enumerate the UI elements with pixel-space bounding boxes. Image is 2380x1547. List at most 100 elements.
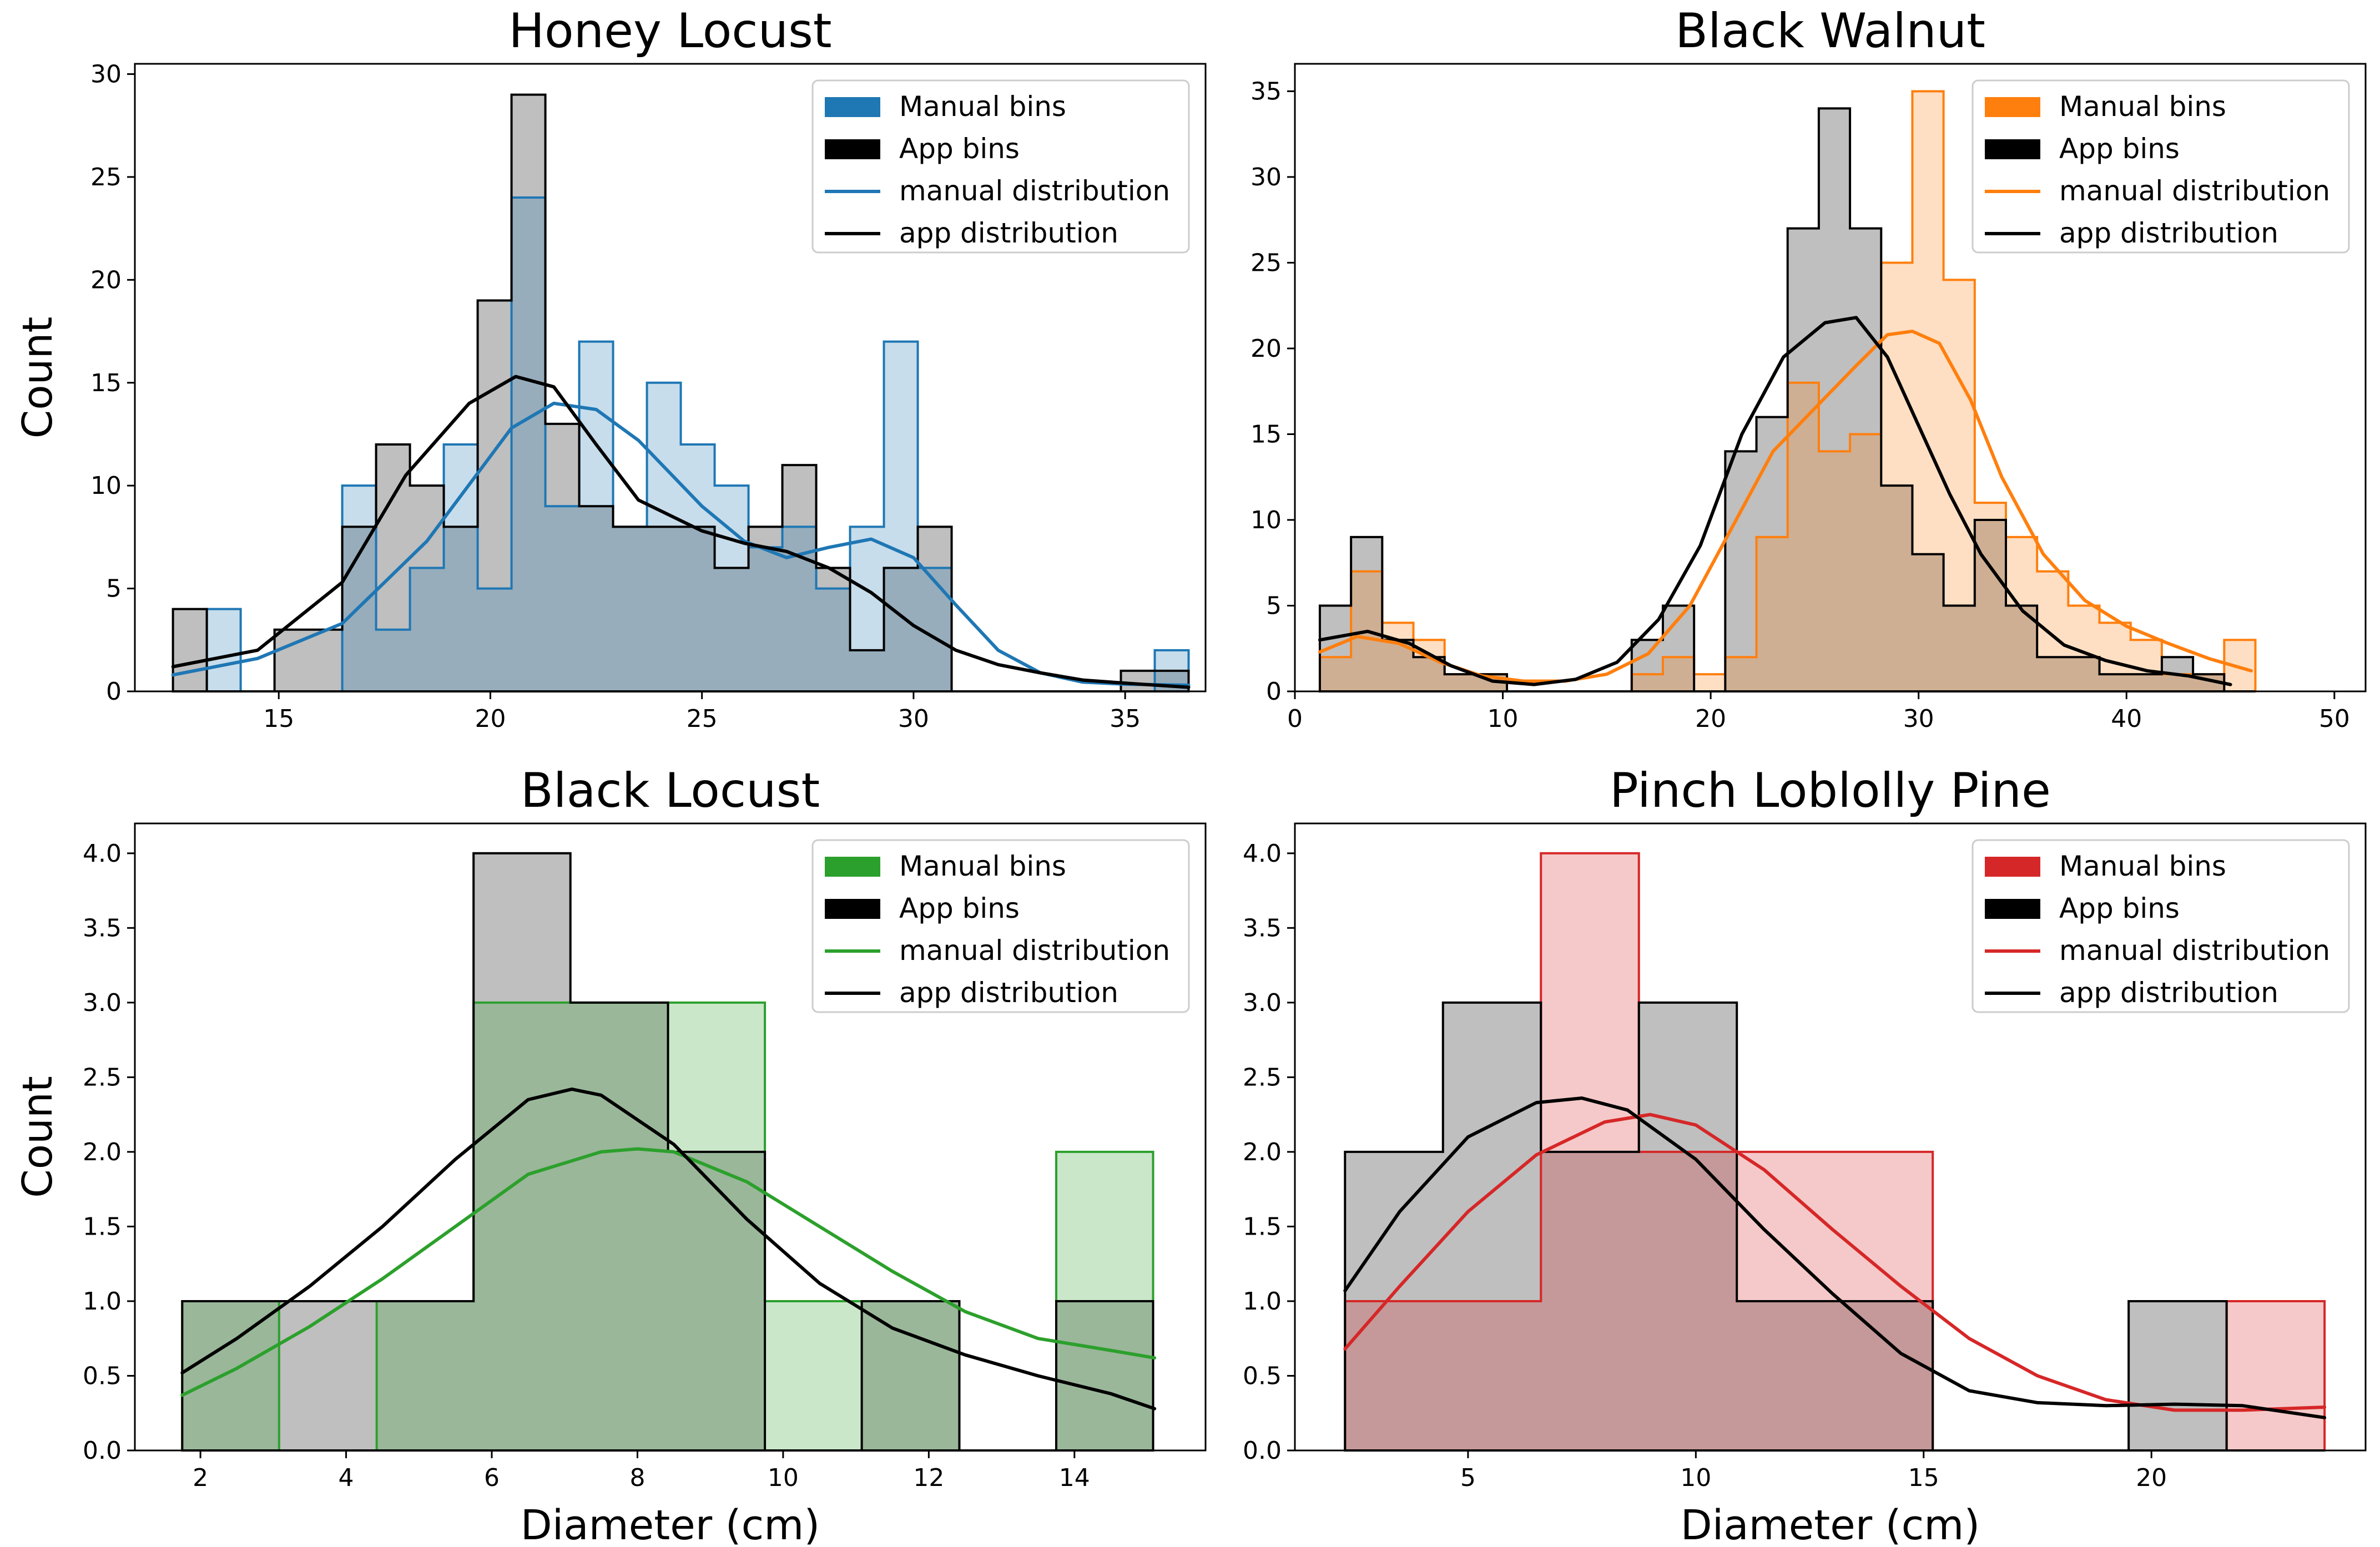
app-distribution-line [180, 1087, 1157, 1411]
app-distribution-line [1343, 1096, 2327, 1419]
y-tick-label: 3.5 [1243, 914, 1282, 942]
legend-swatch-manual-bins [1985, 857, 2040, 877]
legend-entry: Manual bins [2059, 90, 2226, 123]
x-tick-label: 8 [629, 1464, 645, 1492]
y-tick-label: 15 [90, 369, 122, 397]
legend-entry: manual distribution [2059, 175, 2330, 207]
y-tick-label: 0.0 [83, 1437, 122, 1465]
x-tick-label: 15 [263, 705, 294, 733]
axes-frame [134, 822, 1207, 1452]
app-bins-outline [181, 852, 1154, 1452]
legend: Manual bins App bins manual distribution ap… [1971, 79, 2350, 254]
y-tick-label: 10 [90, 472, 122, 500]
y-tick-label: 25 [1250, 249, 1282, 277]
y-tick-label: 10 [1250, 506, 1282, 534]
x-tick-label: 10 [768, 1464, 799, 1492]
legend-entry: app distribution [899, 977, 1118, 1009]
legend: Manual bins App bins manual distribution ap… [811, 79, 1190, 254]
y-tick-label: 3.5 [83, 914, 122, 942]
x-tick-label: 6 [484, 1464, 500, 1492]
y-axis-label: Count [14, 317, 62, 439]
y-tick-label: 20 [1250, 335, 1282, 363]
manual-distribution-line [171, 401, 1191, 687]
x-tick-label: 10 [1680, 1464, 1711, 1492]
app-bins-fill [1319, 108, 2256, 692]
y-tick-label: 0 [106, 678, 122, 706]
y-axis-label: Count [14, 1076, 62, 1198]
y-tick-label: 35 [1250, 77, 1282, 105]
x-tick-label: 4 [339, 1464, 354, 1492]
y-tick-label: 0.0 [1243, 1437, 1282, 1465]
legend-swatch-app-bins [1985, 899, 2040, 919]
x-tick-label: 40 [2111, 705, 2142, 733]
manual-distribution-line [180, 1147, 1157, 1397]
legend-box [811, 79, 1190, 254]
app-bins-outline [1318, 107, 2256, 692]
legend: Manual bins App bins manual distribution ap… [811, 839, 1190, 1013]
x-tick-label: 25 [687, 705, 718, 733]
legend-swatch-app-bins [825, 139, 880, 159]
app-distribution-line [171, 375, 1191, 689]
x-tick-label: 20 [2136, 1464, 2167, 1492]
y-tick-label: 0.5 [1243, 1362, 1282, 1390]
x-tick-label: 14 [1059, 1464, 1090, 1492]
x-tick-label: 15 [1908, 1464, 1939, 1492]
chart-title: Black Walnut [1675, 3, 1985, 59]
y-tick-label: 1.0 [1243, 1287, 1282, 1316]
axes-frame [1294, 822, 2367, 1452]
y-tick-label: 20 [90, 266, 122, 294]
x-axis-label: Diameter (cm) [1681, 1502, 1980, 1547]
y-tick-label: 3.0 [83, 989, 122, 1017]
panel-black-walnut: 0 10 20 30 40 50 0 5 10 15 20 25 30 35 Black Walnut Man… [1250, 3, 2367, 733]
legend-swatch-manual-bins [825, 97, 880, 117]
y-tick-label: 1.0 [83, 1287, 122, 1316]
x-axis-label: Diameter (cm) [521, 1502, 820, 1547]
y-tick-label: 5 [1266, 592, 1282, 620]
manual-bins-fill [1319, 91, 2256, 691]
legend-entry: app distribution [899, 217, 1118, 249]
y-tick-label: 5 [106, 575, 122, 603]
app-bins-fill [1345, 1002, 2325, 1450]
legend-entry: Manual bins [899, 850, 1066, 882]
legend-entry: app distribution [2059, 217, 2278, 249]
legend-entry: app distribution [2059, 977, 2278, 1009]
y-tick-label: 1.5 [1243, 1212, 1282, 1241]
legend-swatch-manual-bins [1985, 97, 2040, 117]
legend-box [1971, 79, 2350, 254]
y-tick-label: 2.5 [83, 1063, 122, 1091]
x-tick-label: 0 [1287, 705, 1303, 733]
y-tick-label: 2.0 [1243, 1138, 1282, 1166]
legend-box [811, 839, 1190, 1013]
y-tick-label: 0 [1266, 678, 1282, 706]
y-tick-label: 4.0 [83, 840, 122, 868]
y-tick-label: 1.5 [83, 1212, 122, 1241]
x-tick-label: 12 [913, 1464, 944, 1492]
legend-swatch-manual-bins [825, 857, 880, 877]
legend-entry: App bins [899, 892, 1020, 924]
axes-frame [1294, 63, 2367, 692]
y-tick-label: 30 [90, 60, 122, 89]
legend-entry: manual distribution [899, 175, 1170, 207]
y-tick-label: 0.5 [83, 1362, 122, 1390]
panel-pinch-loblolly-pine: 5 10 15 20 0.0 0.5 1.0 1.5 2.0 2.5 3.0 3.5 4.0 Pinch … [1243, 763, 2367, 1547]
legend: Manual bins App bins manual distribution ap… [1971, 839, 2350, 1013]
legend-box [1971, 839, 2350, 1013]
legend-entry: manual distribution [2059, 934, 2330, 967]
legend-entry: App bins [899, 133, 1020, 165]
x-tick-label: 5 [1460, 1464, 1476, 1492]
y-tick-label: 15 [1250, 420, 1282, 448]
x-tick-label: 30 [1903, 705, 1934, 733]
legend-entry: App bins [2059, 133, 2180, 165]
manual-bins-fill [182, 1002, 1153, 1450]
y-tick-label: 3.0 [1243, 989, 1282, 1017]
y-tick-label: 4.0 [1243, 840, 1282, 868]
y-tick-label: 30 [1250, 163, 1282, 191]
x-tick-label: 30 [898, 705, 929, 733]
chart-title: Black Locust [521, 763, 820, 818]
legend-swatch-app-bins [1985, 139, 2040, 159]
legend-entry: Manual bins [2059, 850, 2226, 882]
panel-black-locust: 2 4 6 8 10 12 14 0.0 0.5 1.0 1.5 2.0 2.5 3.0 3.5 4.0 Bla… [14, 763, 1207, 1547]
legend-entry: manual distribution [899, 934, 1170, 967]
x-tick-label: 20 [1695, 705, 1726, 733]
